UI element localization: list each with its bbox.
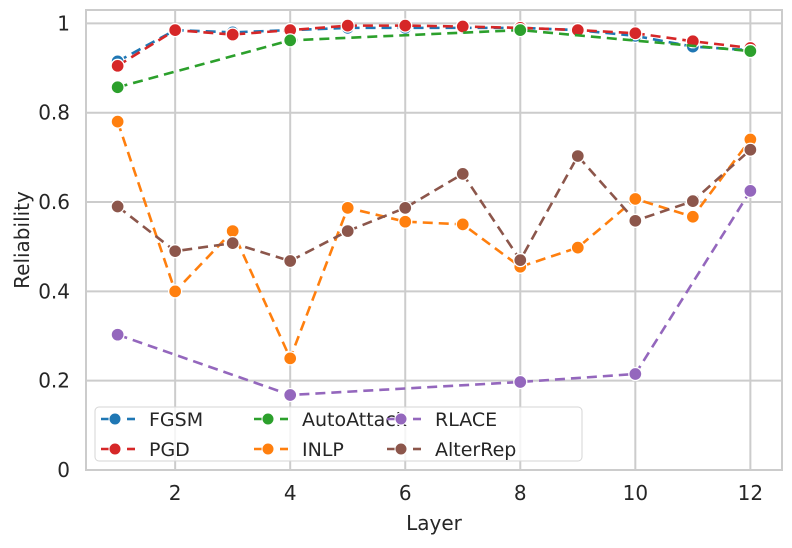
data-point-pgd <box>398 18 413 33</box>
data-point-alterrep <box>743 142 758 157</box>
y-tick-label: 0.4 <box>38 279 70 303</box>
data-point-pgd <box>340 18 355 33</box>
data-point-autoattack <box>110 80 125 95</box>
data-point-autoattack <box>513 22 528 38</box>
data-point-alterrep <box>225 235 240 251</box>
data-point-inlp <box>168 284 183 299</box>
data-point-inlp <box>455 217 470 232</box>
legend-box <box>94 406 583 462</box>
legend: FGSM PGD AutoAttack INLP RLACE AlterRep <box>94 406 583 462</box>
y-tick-label: 0.8 <box>38 101 70 125</box>
y-axis-label: Reliability <box>10 191 34 289</box>
legend-label: AutoAttack <box>302 409 407 431</box>
data-point-alterrep <box>340 223 355 239</box>
data-point-pgd <box>225 27 240 42</box>
data-point-inlp <box>283 351 298 366</box>
data-point-autoattack <box>743 43 758 59</box>
data-point-inlp <box>225 223 240 239</box>
data-point-rlace <box>628 366 643 382</box>
data-point-pgd <box>628 26 643 41</box>
legend-entry-inlp: INLP <box>254 439 344 461</box>
tick-labels: 2 4 6 8 10 12 0 0.2 0.4 0.6 0.8 1 <box>38 11 763 505</box>
data-point-inlp <box>398 214 413 229</box>
legend-entry-autoattack: AutoAttack <box>254 409 407 431</box>
series-line-rlace <box>117 190 752 397</box>
legend-marker <box>261 442 275 456</box>
x-tick-label: 8 <box>514 481 527 505</box>
series-line-pgd <box>116 24 751 67</box>
y-tick-label: 0 <box>57 458 70 482</box>
data-point-pgd <box>168 22 183 38</box>
x-tick-label: 6 <box>399 481 412 505</box>
data-point-alterrep <box>283 253 298 269</box>
data-point-alterrep <box>628 213 643 228</box>
data-point-pgd <box>110 58 125 73</box>
data-point-pgd <box>455 19 470 34</box>
data-point-inlp <box>685 209 700 224</box>
legend-entry-pgd: PGD <box>101 439 190 461</box>
legend-marker <box>394 442 408 456</box>
series-line-autoattack <box>117 28 751 89</box>
data-point-inlp <box>110 114 125 129</box>
legend-entry-fgsm: FGSM <box>101 409 203 431</box>
data-point-alterrep <box>110 199 125 214</box>
x-tick-label: 10 <box>623 481 648 505</box>
x-axis-label: Layer <box>406 511 463 535</box>
plot-frame <box>85 9 783 471</box>
data-point-rlace <box>513 374 528 390</box>
data-point-rlace <box>110 327 125 342</box>
data-point-inlp <box>628 191 643 207</box>
x-tick-label: 4 <box>284 481 297 505</box>
data-point-inlp <box>570 240 585 255</box>
data-point-autoattack <box>283 33 298 48</box>
x-tick-label: 2 <box>169 481 182 505</box>
series-line-alterrep <box>116 148 752 263</box>
data-point-inlp <box>340 200 355 215</box>
data-point-alterrep <box>398 200 413 215</box>
legend-label: AlterRep <box>435 439 516 461</box>
series-line-fgsm <box>117 26 751 63</box>
y-tick-label: 0.6 <box>38 190 70 214</box>
x-tick-label: 12 <box>738 481 763 505</box>
legend-marker <box>261 412 275 426</box>
series-layer <box>110 18 758 403</box>
y-tick-label: 0.2 <box>38 369 70 393</box>
legend-marker <box>108 442 122 456</box>
data-point-alterrep <box>570 148 585 164</box>
series-line-inlp <box>116 121 752 362</box>
data-point-alterrep <box>168 244 183 259</box>
legend-marker <box>108 412 122 426</box>
legend-marker <box>394 412 408 426</box>
data-point-alterrep <box>685 193 700 209</box>
y-tick-label: 1 <box>57 11 70 35</box>
legend-label: PGD <box>149 439 190 461</box>
legend-label: FGSM <box>149 409 203 431</box>
grid <box>86 10 782 471</box>
legend-entry-alterrep: AlterRep <box>387 439 516 461</box>
data-point-alterrep <box>455 166 470 182</box>
data-point-alterrep <box>513 252 528 268</box>
legend-label: INLP <box>302 439 344 461</box>
data-point-rlace <box>743 183 758 199</box>
data-point-rlace <box>283 387 298 403</box>
legend-label: RLACE <box>435 409 497 431</box>
legend-entry-rlace: RLACE <box>387 409 497 431</box>
